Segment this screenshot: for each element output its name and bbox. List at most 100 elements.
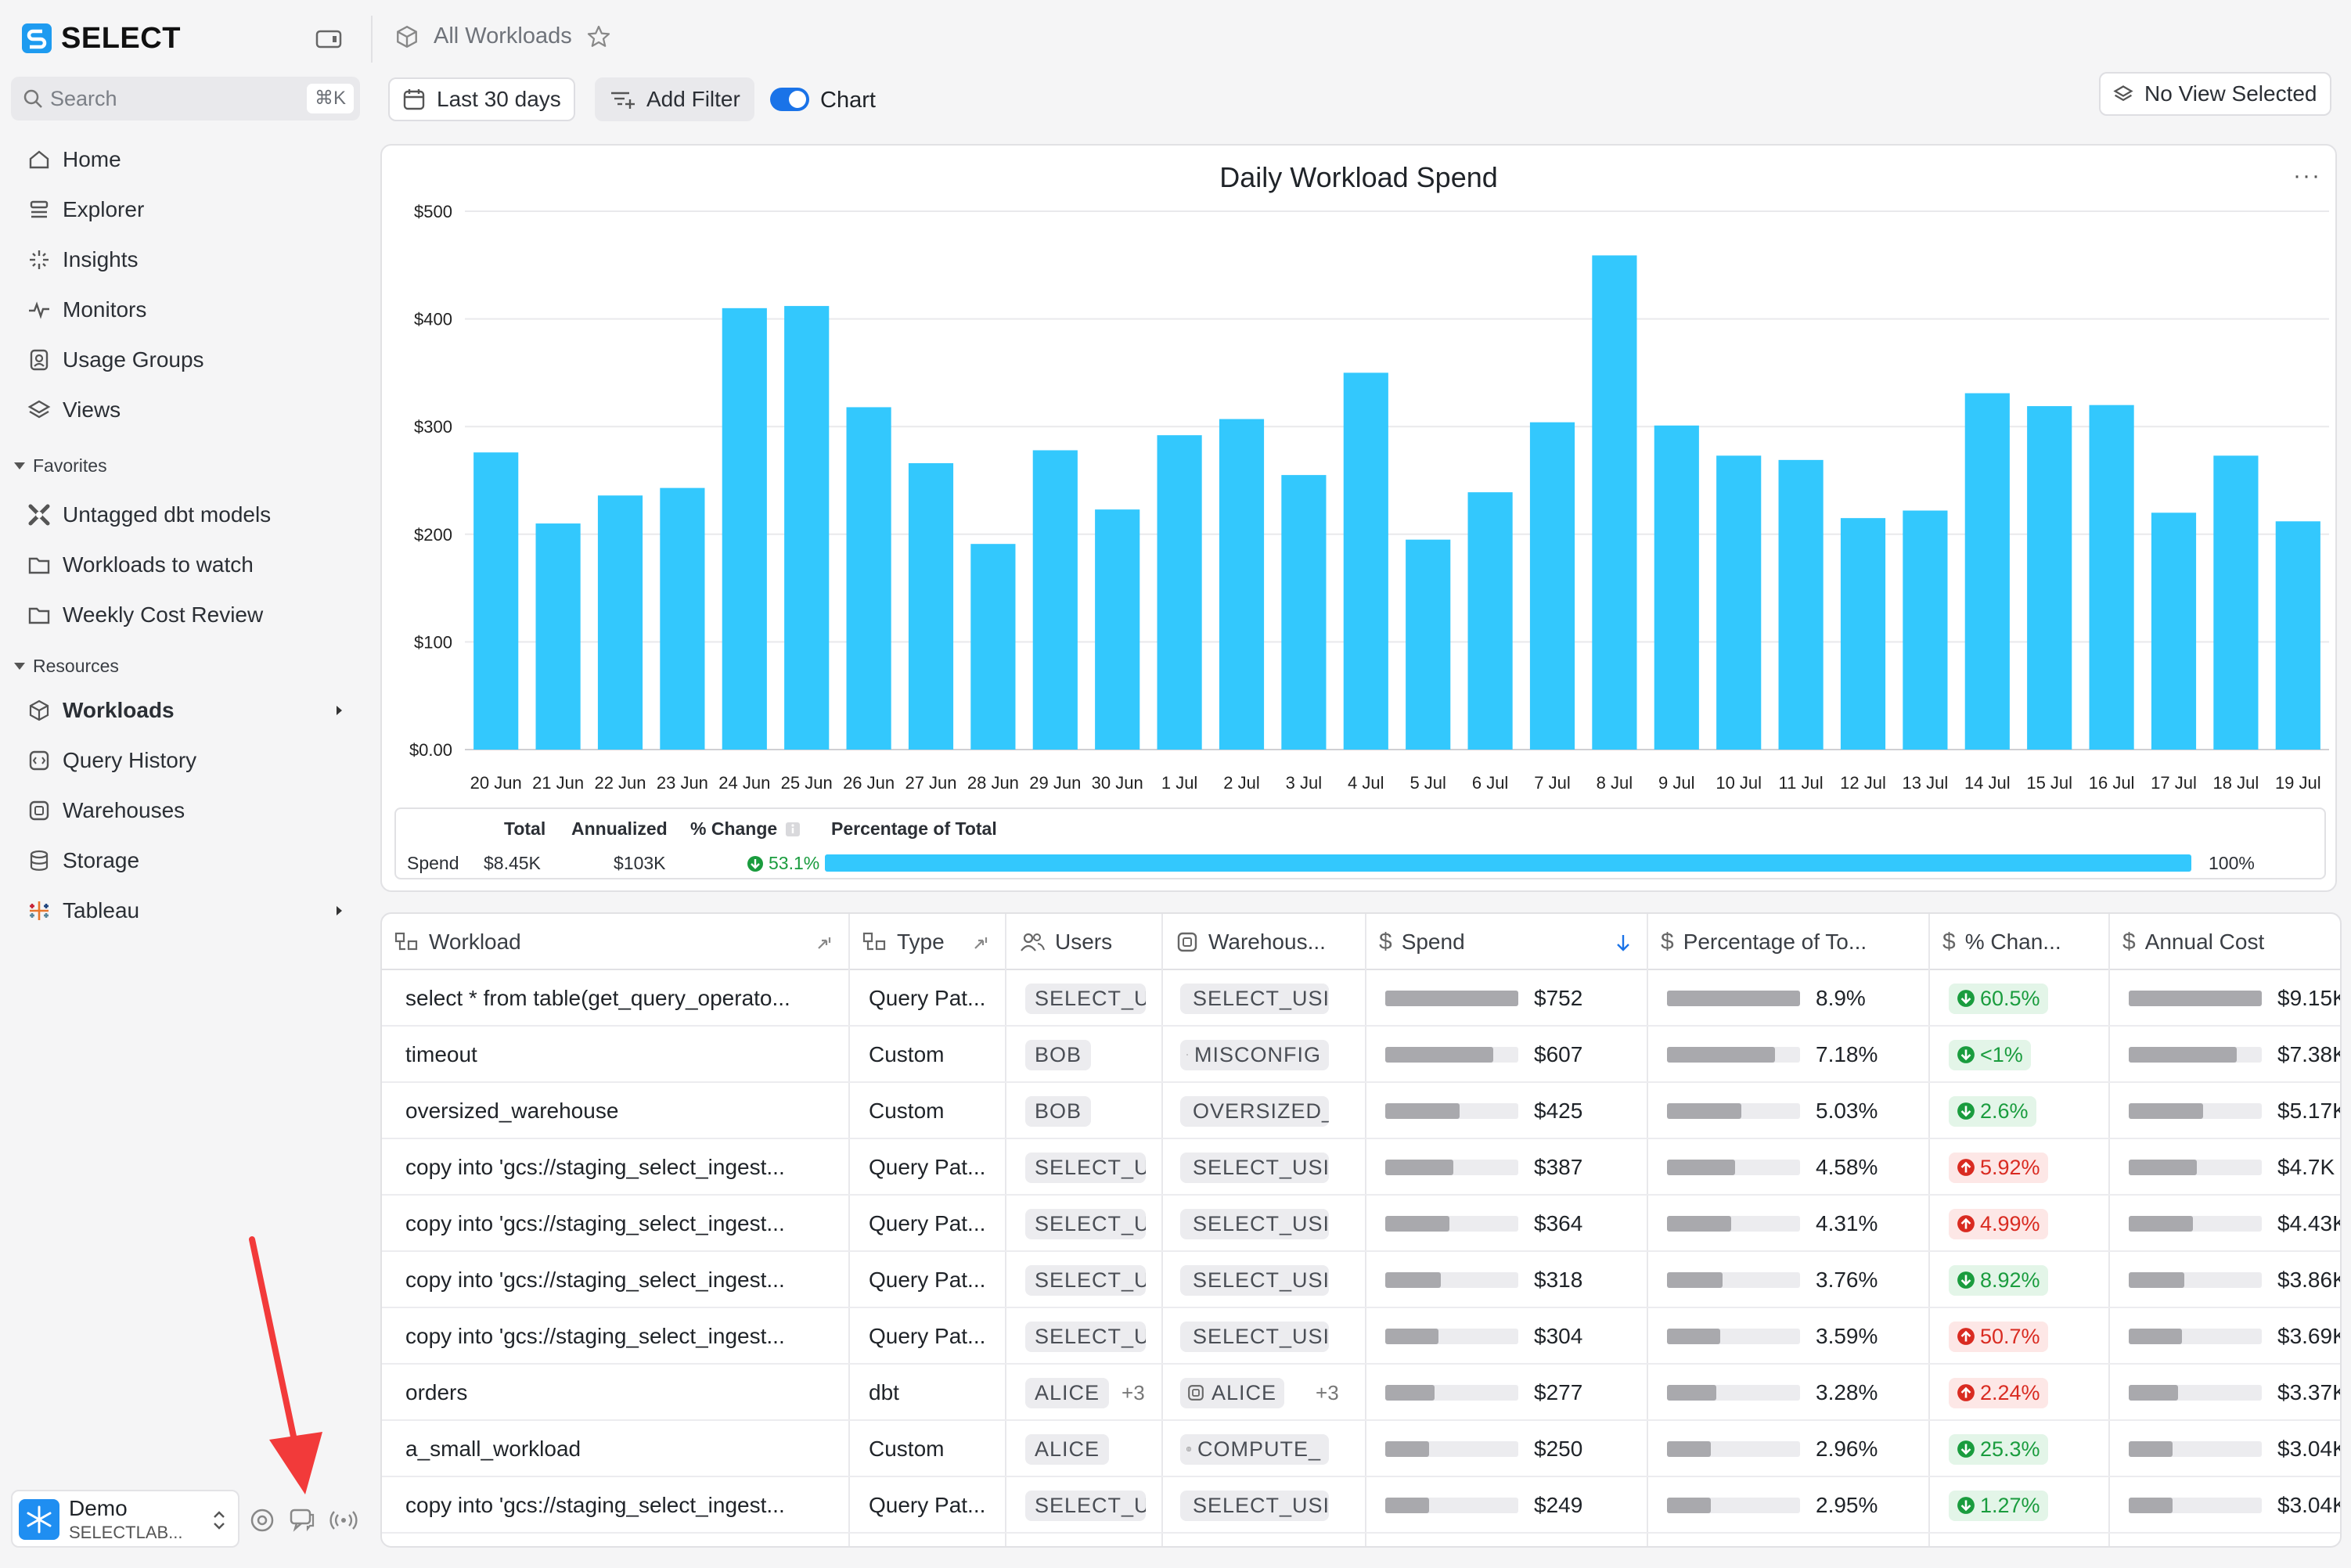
bar-2-jul[interactable] <box>1219 419 1265 750</box>
sidebar-item-monitors[interactable]: Monitors <box>16 288 360 332</box>
sidebar-item-storage[interactable]: Storage <box>16 839 360 883</box>
bar-12-jul[interactable] <box>1840 518 1886 750</box>
bar-30-jun[interactable] <box>1095 509 1140 750</box>
workload-name[interactable]: a_small_workload <box>405 1437 581 1461</box>
table-row[interactable]: select * from table(get_query_operato...… <box>382 970 2340 1027</box>
favorites-section-toggle[interactable]: Favorites <box>14 455 107 477</box>
warehouse-cell[interactable]: MISCONFIG <box>1180 1027 1360 1083</box>
collapse-sidebar-icon[interactable] <box>315 28 343 50</box>
column-header-spend[interactable]: $ Spend <box>1366 914 1647 970</box>
users-cell[interactable]: SELECT_U <box>1025 1196 1158 1252</box>
star-icon[interactable] <box>586 24 611 49</box>
column-header-annual-cost[interactable]: $ Annual Cost <box>2110 914 2340 970</box>
bar-22-jun[interactable] <box>597 495 643 750</box>
bar-10-jul[interactable] <box>1716 455 1762 750</box>
bar-7-jul[interactable] <box>1529 422 1575 750</box>
chevron-right-icon[interactable] <box>333 903 346 919</box>
bar-23-jun[interactable] <box>660 487 705 750</box>
add-filter-button[interactable]: Add Filter <box>595 77 754 121</box>
sidebar-item-usage-groups[interactable]: Usage Groups <box>16 338 360 382</box>
users-cell[interactable]: SELECT_U <box>1025 1477 1158 1534</box>
bar-15-jul[interactable] <box>2027 406 2072 750</box>
table-row[interactable]: orders dbt ALICE +3 ALICE +3 $277 3.28% 2.24% $3.… <box>382 1365 2340 1421</box>
users-cell[interactable]: SELECT_U <box>1025 1139 1158 1196</box>
warehouse-cell[interactable]: SELECT_USI <box>1180 1252 1360 1308</box>
bar-19-jul[interactable] <box>2275 521 2320 750</box>
warehouse-cell[interactable]: SELECT_USI <box>1180 1477 1360 1534</box>
bar-13-jul[interactable] <box>1903 510 1948 750</box>
sidebar-item-query-history[interactable]: Query History <box>16 739 360 782</box>
warehouse-cell[interactable]: ALICE +3 <box>1180 1365 1360 1421</box>
bar-16-jul[interactable] <box>2089 405 2134 750</box>
workload-name[interactable]: timeout <box>405 1042 477 1066</box>
column-header-change[interactable]: $ % Chan... <box>1930 914 2108 970</box>
bar-3-jul[interactable] <box>1281 475 1327 750</box>
users-cell[interactable]: SELECT_U <box>1025 970 1158 1027</box>
table-row[interactable]: timeout Custom BOB MISCONFIG $607 7.18% <1% $7.… <box>382 1027 2340 1083</box>
users-cell[interactable]: SELECT_U <box>1025 1308 1158 1365</box>
table-row[interactable]: copy into 'gcs://staging_select_ingest..… <box>382 1308 2340 1365</box>
bar-4-jul[interactable] <box>1343 372 1388 750</box>
bar-14-jul[interactable] <box>1964 393 2010 750</box>
table-row[interactable]: copy into 'gcs://staging_select_ingest..… <box>382 1477 2340 1534</box>
chart-toggle[interactable] <box>770 88 809 111</box>
bar-25-jun[interactable] <box>784 306 830 750</box>
users-cell[interactable]: ALICE +3 <box>1025 1365 1158 1421</box>
table-row[interactable]: a_small_workload Custom ALICE COMPUTE_ $250 2… <box>382 1421 2340 1477</box>
warehouse-cell[interactable]: SELECT_USI <box>1180 1139 1360 1196</box>
more-options-icon[interactable]: ··· <box>2293 163 2321 189</box>
workload-name[interactable]: oversized_warehouse <box>405 1099 619 1123</box>
workload-name[interactable]: orders <box>405 1380 468 1404</box>
workload-name[interactable]: copy into 'gcs://staging_select_ingest..… <box>405 1211 785 1235</box>
info-icon[interactable] <box>785 822 801 837</box>
chat-feedback-icon[interactable] <box>288 1505 318 1535</box>
date-range-button[interactable]: Last 30 days <box>388 77 575 121</box>
bar-26-jun[interactable] <box>846 407 891 750</box>
workload-name[interactable]: copy into 'gcs://staging_select_ingest..… <box>405 1493 785 1517</box>
sidebar-item-tableau[interactable]: Tableau <box>16 889 360 933</box>
sidebar-item-explorer[interactable]: Explorer <box>16 188 360 232</box>
column-header-workload[interactable]: Workload <box>382 914 848 970</box>
search-input[interactable]: Search ⌘K <box>11 77 360 120</box>
bar-29-jun[interactable] <box>1032 450 1078 750</box>
chevron-right-icon[interactable] <box>333 703 346 718</box>
warehouse-cell[interactable]: SELECT_USI <box>1180 970 1360 1027</box>
bar-9-jul[interactable] <box>1654 425 1699 750</box>
users-cell[interactable]: ALICE <box>1025 1421 1158 1477</box>
column-header-users[interactable]: Users <box>1006 914 1161 970</box>
sidebar-item-workloads[interactable]: Workloads <box>16 689 360 732</box>
table-row[interactable]: copy into 'gcs://staging_select_ingest..… <box>382 1196 2340 1252</box>
sort-icon[interactable] <box>814 933 834 953</box>
table-row[interactable] <box>382 1534 2340 1546</box>
resources-section-toggle[interactable]: Resources <box>14 656 119 677</box>
table-row[interactable]: oversized_warehouse Custom BOB OVERSIZED_ $4… <box>382 1083 2340 1139</box>
bar-5-jul[interactable] <box>1406 539 1451 750</box>
warehouse-cell[interactable]: SELECT_USI <box>1180 1308 1360 1365</box>
table-row[interactable]: copy into 'gcs://staging_select_ingest..… <box>382 1139 2340 1196</box>
view-selector-button[interactable]: No View Selected <box>2099 72 2331 116</box>
workload-name[interactable]: copy into 'gcs://staging_select_ingest..… <box>405 1155 785 1179</box>
bar-8-jul[interactable] <box>1592 255 1637 750</box>
users-cell[interactable]: BOB <box>1025 1083 1158 1139</box>
bar-28-jun[interactable] <box>970 544 1016 750</box>
warehouse-cell[interactable]: OVERSIZED_ <box>1180 1083 1360 1139</box>
bar-20-jun[interactable] <box>473 452 519 750</box>
column-header-type[interactable]: Type <box>850 914 1005 970</box>
sidebar-item-weekly-cost-review[interactable]: Weekly Cost Review <box>16 593 360 637</box>
sidebar-item-warehouses[interactable]: Warehouses <box>16 789 360 833</box>
users-cell[interactable]: BOB <box>1025 1027 1158 1083</box>
bar-1-jul[interactable] <box>1157 435 1202 750</box>
bar-18-jul[interactable] <box>2213 455 2259 750</box>
column-header-percentage[interactable]: $ Percentage of To... <box>1648 914 1928 970</box>
workload-name[interactable]: copy into 'gcs://staging_select_ingest..… <box>405 1268 785 1292</box>
users-cell[interactable]: SELECT_U <box>1025 1252 1158 1308</box>
sidebar-item-insights[interactable]: Insights <box>16 238 360 282</box>
column-header-warehouse[interactable]: Warehous... <box>1163 914 1365 970</box>
bar-21-jun[interactable] <box>535 523 581 750</box>
broadcast-icon[interactable] <box>329 1505 358 1535</box>
sidebar-item-workloads-to-watch[interactable]: Workloads to watch <box>16 543 360 587</box>
bar-24-jun[interactable] <box>722 307 767 750</box>
workload-name[interactable]: select * from table(get_query_operato... <box>405 986 790 1010</box>
warehouse-cell[interactable]: SELECT_USI <box>1180 1196 1360 1252</box>
bar-11-jul[interactable] <box>1778 459 1824 750</box>
